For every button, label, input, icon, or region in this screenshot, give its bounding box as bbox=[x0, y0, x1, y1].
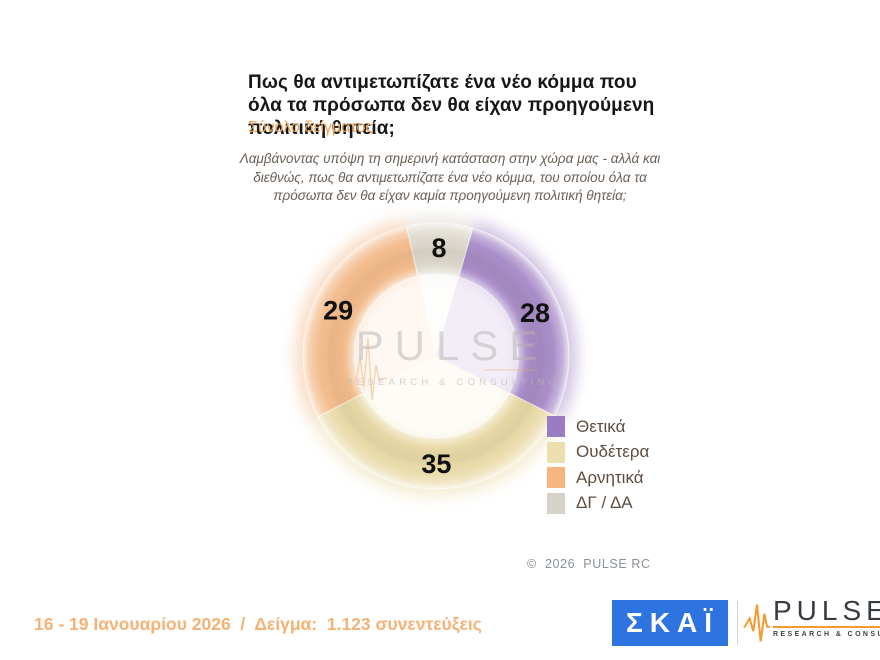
watermark-heartbeat-icon bbox=[355, 337, 388, 401]
legend-label: Ουδέτερα bbox=[576, 442, 650, 462]
segment-value-label: 35 bbox=[421, 449, 451, 479]
pulse-logo: PULSE RESEARCH & CONSULTING bbox=[743, 597, 880, 646]
legend-swatch bbox=[547, 416, 565, 438]
hole-tint bbox=[362, 356, 511, 439]
legend-item: Θετικά bbox=[547, 414, 649, 440]
segment-value-label: 29 bbox=[323, 295, 353, 325]
donut-tube-shading bbox=[303, 223, 569, 489]
legend-swatch bbox=[547, 467, 565, 489]
skai-logo: ΣΚΑΪ bbox=[612, 600, 728, 646]
legend-swatch bbox=[547, 492, 565, 514]
logo-divider bbox=[737, 601, 738, 645]
legend-label: ΔΓ / ΔΑ bbox=[576, 493, 633, 513]
question-lead-text: Λαμβάνοντας υπόψη τη σημερινή κατάσταση … bbox=[239, 151, 661, 203]
hole-tint bbox=[417, 273, 459, 356]
watermark-tagline: RESEARCH & CONSULTING bbox=[346, 377, 560, 388]
copyright-note: © 2026 PULSE RC bbox=[527, 557, 651, 571]
donut-chart: PULSE RESEARCH & CONSULTING 28 35 29 8 bbox=[295, 215, 577, 497]
legend-item: Ουδέτερα bbox=[547, 440, 649, 466]
skai-logo-text: ΣΚΑΪ bbox=[625, 607, 720, 638]
pulse-watermark: PULSE RESEARCH & CONSULTING bbox=[346, 322, 560, 401]
pulse-heartbeat-icon bbox=[743, 604, 770, 642]
legend-item: Αρνητικά bbox=[547, 465, 649, 491]
hole-tint bbox=[436, 276, 519, 394]
pulse-logo-tagline: RESEARCH & CONSULTING bbox=[773, 631, 880, 638]
legend-label: Αρνητικά bbox=[576, 467, 644, 487]
pulse-logo-rule bbox=[773, 626, 880, 628]
sample-subtitle: Σύνολο δείγματος bbox=[248, 119, 374, 136]
legend-label: Θετικά bbox=[576, 416, 626, 436]
segment-value-label: 8 bbox=[431, 233, 446, 263]
segment-value-label: 28 bbox=[520, 298, 550, 328]
legend-item: ΔΓ / ΔΑ bbox=[547, 491, 649, 517]
page-title: Πως θα αντιμετωπίζατε ένα νέο κόμμα που … bbox=[248, 72, 655, 139]
legend-swatch bbox=[547, 441, 565, 463]
legend: Θετικά Ουδέτερα Αρνητικά ΔΓ / ΔΑ bbox=[547, 414, 649, 516]
hole-tint bbox=[353, 275, 436, 394]
fieldwork-sample-text: 16 - 19 Ιανουαρίου 2026 / Δείγμα: 1.123 … bbox=[34, 614, 482, 634]
pulse-logo-name: PULSE bbox=[773, 595, 880, 626]
pulse-logo-text: PULSE RESEARCH & CONSULTING bbox=[773, 597, 880, 638]
watermark-name: PULSE bbox=[356, 322, 549, 369]
